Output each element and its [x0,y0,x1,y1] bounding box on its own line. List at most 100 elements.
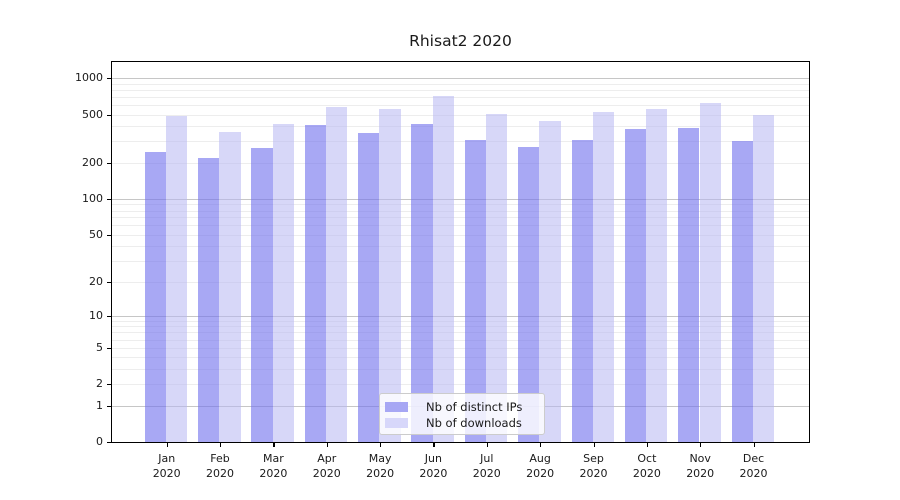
x-tick-label: Aug 2020 [510,451,570,481]
x-tick-month: Nov [689,452,711,465]
legend-swatch-downloads [385,418,408,428]
x-tick-month: May [368,452,392,465]
gridline-minor [112,320,809,322]
x-tick-year: 2020 [579,467,608,480]
y-tick-mark [107,114,111,116]
gridline-minor [112,162,809,164]
y-tick-mark [107,162,111,164]
legend-row: Nb of distinct IPs [385,399,544,415]
gridline-minor [112,357,809,359]
y-tick-label: 10 [89,308,103,322]
x-tick-mark [326,443,328,447]
bar-downloads [166,115,188,442]
gridline-minor [112,339,809,341]
bar-distinct-ips [624,128,647,442]
y-tick-label: 2 [96,377,103,391]
bar-distinct-ips [678,127,700,442]
x-tick-mark [753,443,755,447]
legend-label: Nb of downloads [426,416,522,430]
y-tick-label: 100 [82,191,103,205]
x-tick-mark [433,443,435,447]
y-tick-mark [107,384,111,386]
x-tick-mark [540,443,542,447]
gridline-minor [112,141,809,143]
x-tick-label: Dec 2020 [724,451,784,481]
y-tick-mark [107,281,111,283]
gridline-minor [112,89,809,91]
y-tick-label: 5 [96,340,103,354]
gridline-minor [112,225,809,227]
gridline-minor [112,326,809,328]
gridline-minor [112,96,809,98]
gridline-minor [112,204,809,206]
y-tick-mark [107,78,111,80]
legend-row: Nb of downloads [385,415,544,431]
x-tick-month: Mar [263,452,284,465]
bar-distinct-ips [304,124,327,442]
plot-area [111,61,810,443]
x-tick-year: 2020 [739,467,768,480]
gridline-minor [112,126,809,128]
y-tick-mark [107,198,111,200]
bar-distinct-ips [411,123,433,442]
y-tick-mark [107,405,111,407]
gridline-minor [112,281,809,283]
gridline-minor [112,347,809,349]
x-tick-mark [380,443,382,447]
gridline-major [112,315,809,317]
bar-downloads [486,113,508,442]
x-tick-year: 2020 [206,467,234,480]
y-tick-label: 50 [89,227,103,241]
bar-distinct-ips [144,151,166,442]
x-tick-label: Sep 2020 [564,451,624,481]
y-tick-label: 1 [96,398,103,412]
x-tick-mark [220,443,222,447]
x-tick-year: 2020 [472,467,501,480]
x-tick-mark [486,443,488,447]
y-tick-mark [107,234,111,236]
x-tick-label: Jan 2020 [137,451,197,481]
x-tick-mark [700,443,702,447]
gridline-minor [112,234,809,236]
legend-label: Nb of distinct IPs [426,400,523,414]
x-tick-label: Jun 2020 [403,451,463,481]
bar-distinct-ips [518,146,540,442]
y-tick-label: 500 [82,107,103,121]
y-tick-label: 0 [96,435,103,448]
y-tick-mark [107,347,111,349]
x-tick-mark [593,443,595,447]
gridline-minor [112,384,809,386]
x-tick-label: Jul 2020 [457,451,517,481]
gridline-minor [112,210,809,212]
gridline-minor [112,104,809,106]
x-tick-month: Jun [424,452,442,465]
bar-distinct-ips [464,139,487,442]
gridline-minor [112,217,809,219]
y-tick-label: 200 [82,155,103,169]
chart-title: Rhisat2 2020 [409,32,512,50]
bar-downloads [539,121,561,442]
x-tick-label: Nov 2020 [670,451,730,481]
bar-downloads [379,109,401,442]
legend-swatch-distinct-ips [385,402,408,412]
x-tick-year: 2020 [632,467,661,480]
bar-downloads [326,107,348,442]
bar-downloads [219,131,241,442]
legend: Nb of distinct IPs Nb of downloads [379,393,545,435]
gridline-minor [112,114,809,116]
bar-downloads [699,102,721,442]
x-tick-month: Aug [529,452,551,465]
x-tick-year: 2020 [419,467,448,480]
gridline-minor [112,83,809,85]
bar-distinct-ips [198,157,220,442]
gridline-minor [112,261,809,263]
bar-downloads [432,96,455,442]
x-tick-month: Jan [158,452,176,465]
x-tick-mark [646,443,649,447]
gridline-minor [112,246,809,248]
x-tick-label: Apr 2020 [297,451,357,481]
bar-distinct-ips [731,141,753,442]
x-tick-year: 2020 [152,467,181,480]
bar-distinct-ips [251,147,273,442]
x-tick-year: 2020 [686,467,715,480]
